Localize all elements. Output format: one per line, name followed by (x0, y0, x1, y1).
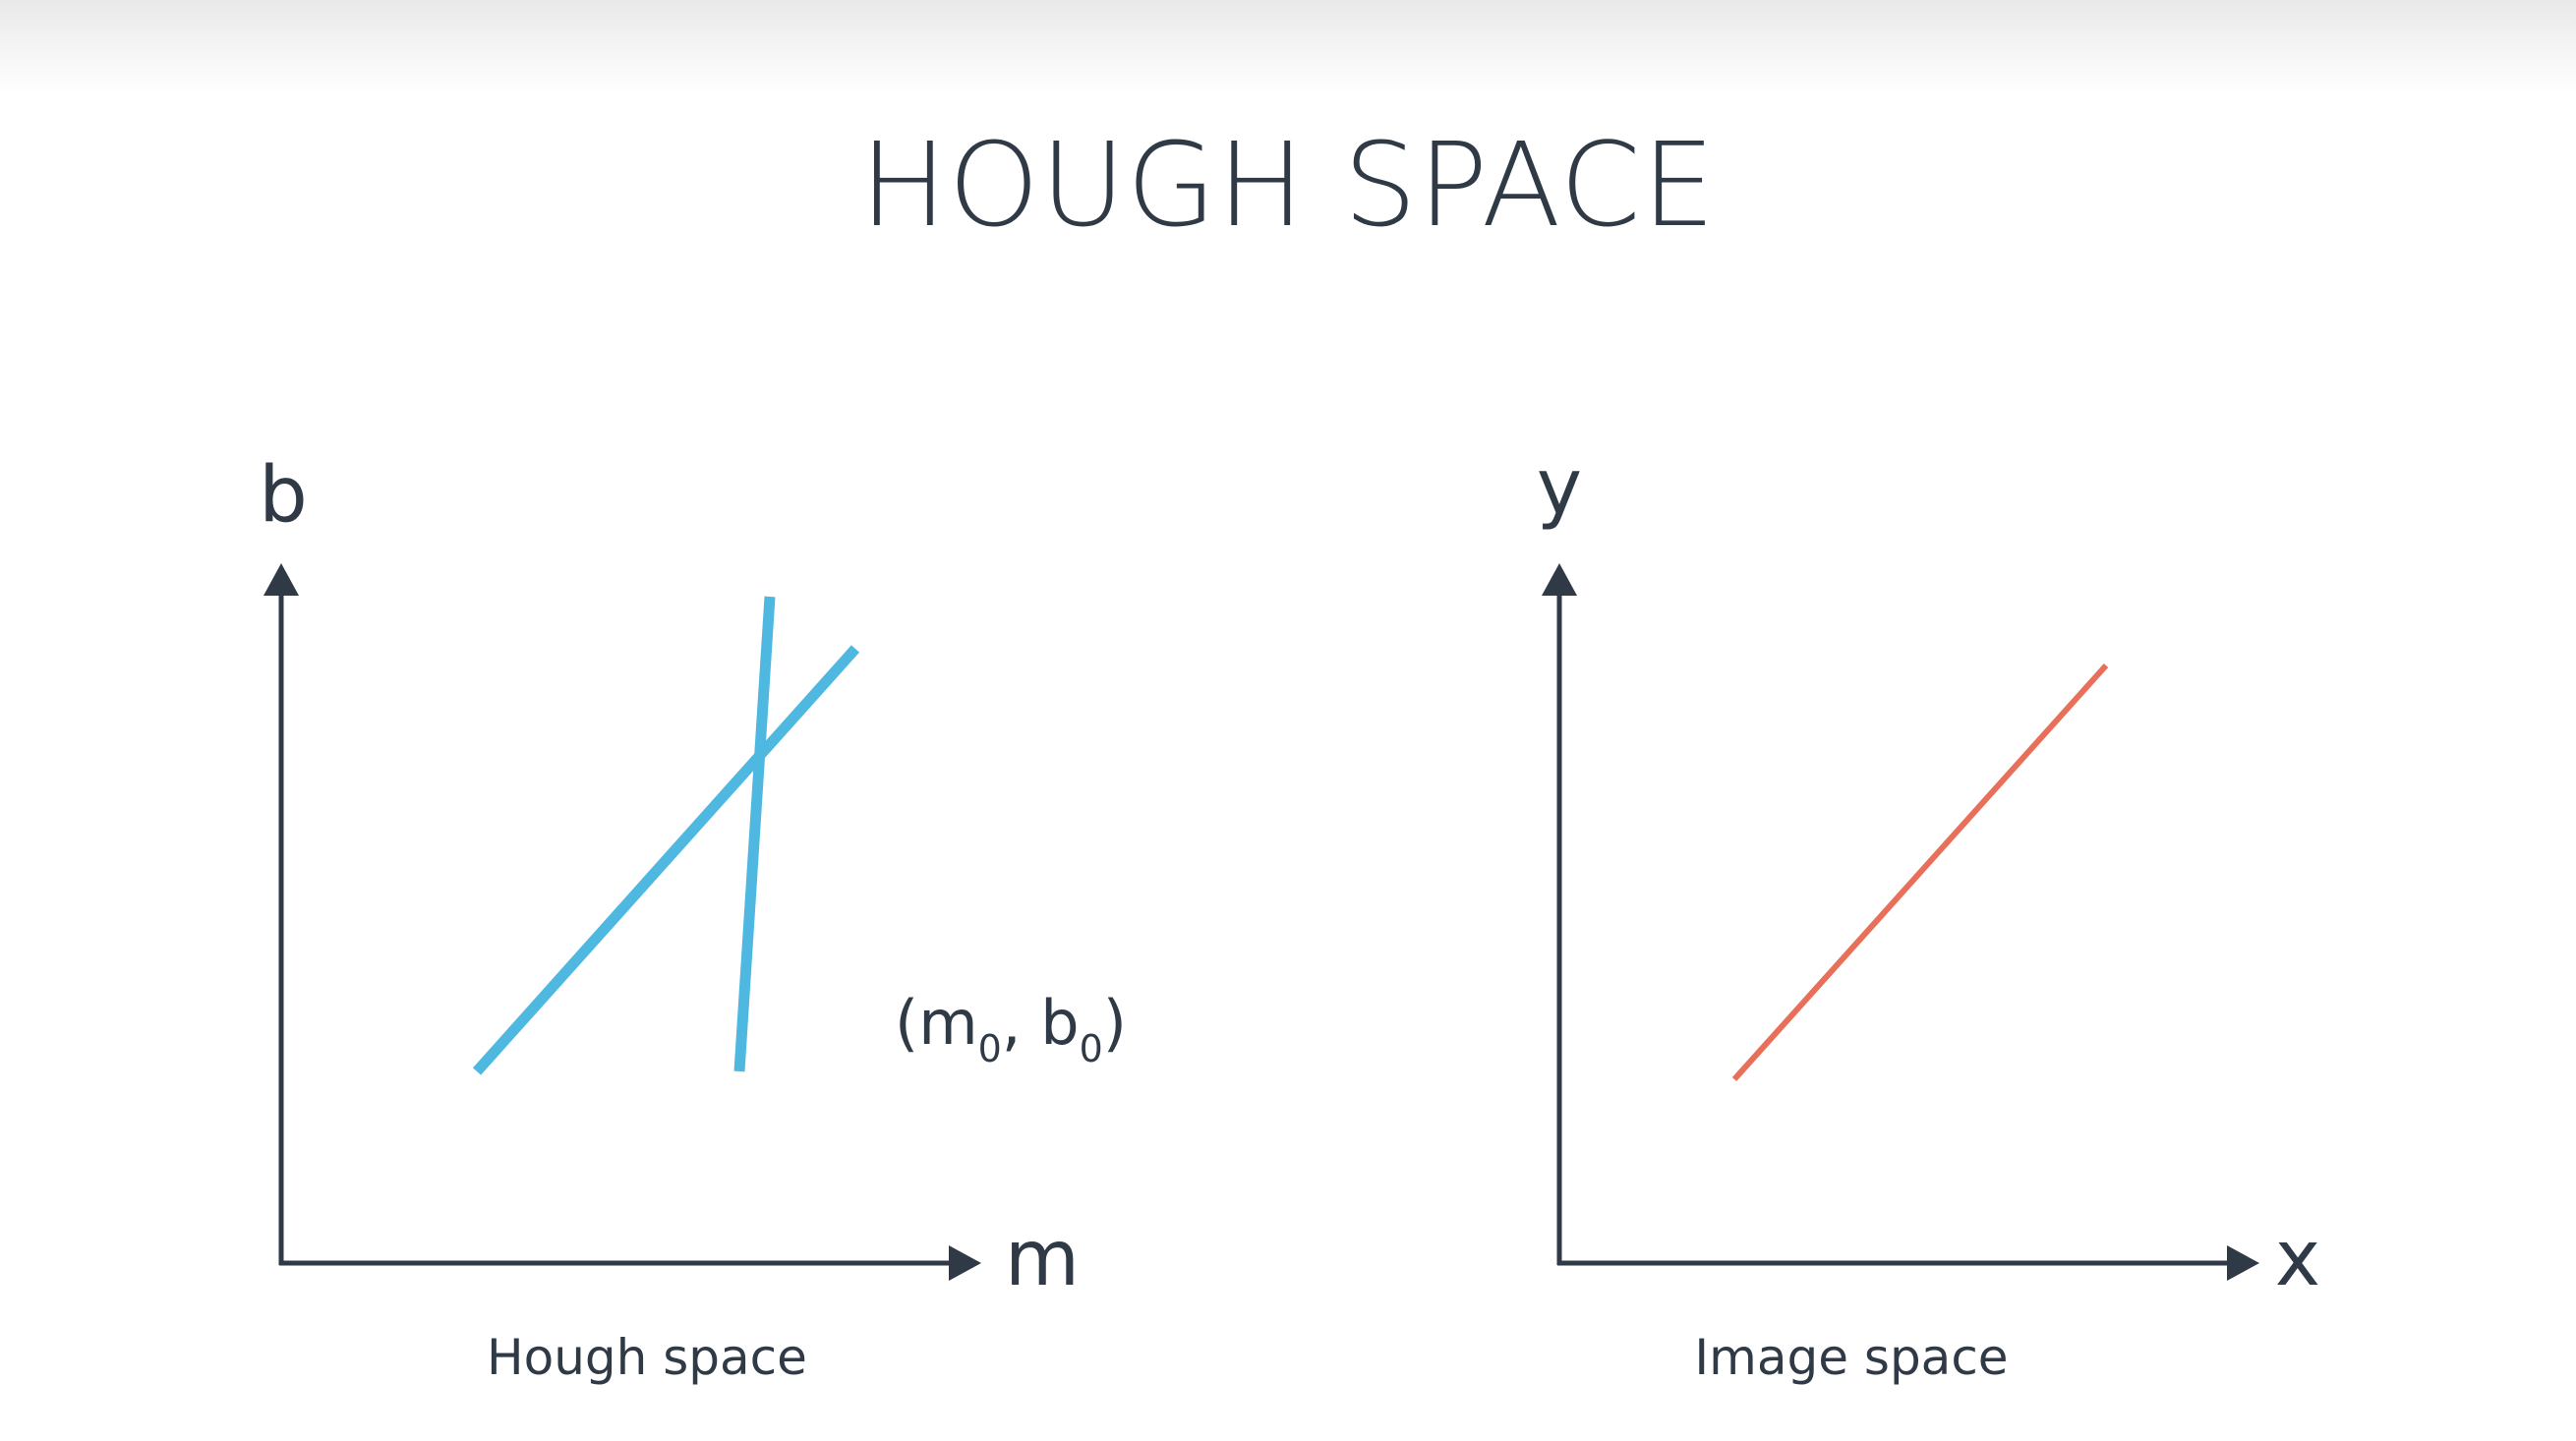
intersection-label-sub-m: 0 (978, 1027, 1002, 1070)
page-title: HOUGH SPACE (859, 117, 1717, 253)
image-x-axis-label: x (2275, 1215, 2320, 1303)
hough-line-diagonal (472, 645, 860, 1075)
intersection-label-close: ) (1103, 987, 1127, 1059)
image-y-axis-label: y (1537, 443, 1582, 532)
intersection-label-sep: , b (1002, 987, 1080, 1059)
intersection-label-sub-b: 0 (1080, 1027, 1103, 1070)
image-y-axis-arrowhead (1542, 563, 1577, 596)
image-space-panel: y x Image space (1537, 443, 2320, 1386)
intersection-label: (m0, b0) (895, 987, 1127, 1070)
hough-space-caption: Hough space (487, 1329, 807, 1386)
hough-space-panel: b m (m0, b0) Hough space (259, 451, 1127, 1386)
image-space-line (1731, 663, 2109, 1082)
top-shade (0, 0, 2576, 93)
intersection-label-open: (m (895, 987, 978, 1059)
hough-m-axis-label: m (1005, 1215, 1080, 1303)
image-x-axis-arrowhead (2227, 1245, 2259, 1281)
image-space-caption: Image space (1694, 1329, 2008, 1386)
hough-line-steep (733, 596, 776, 1072)
hough-m-axis-arrowhead (949, 1245, 981, 1281)
hough-b-axis-arrowhead (263, 563, 299, 596)
hough-b-axis-label: b (259, 451, 308, 540)
